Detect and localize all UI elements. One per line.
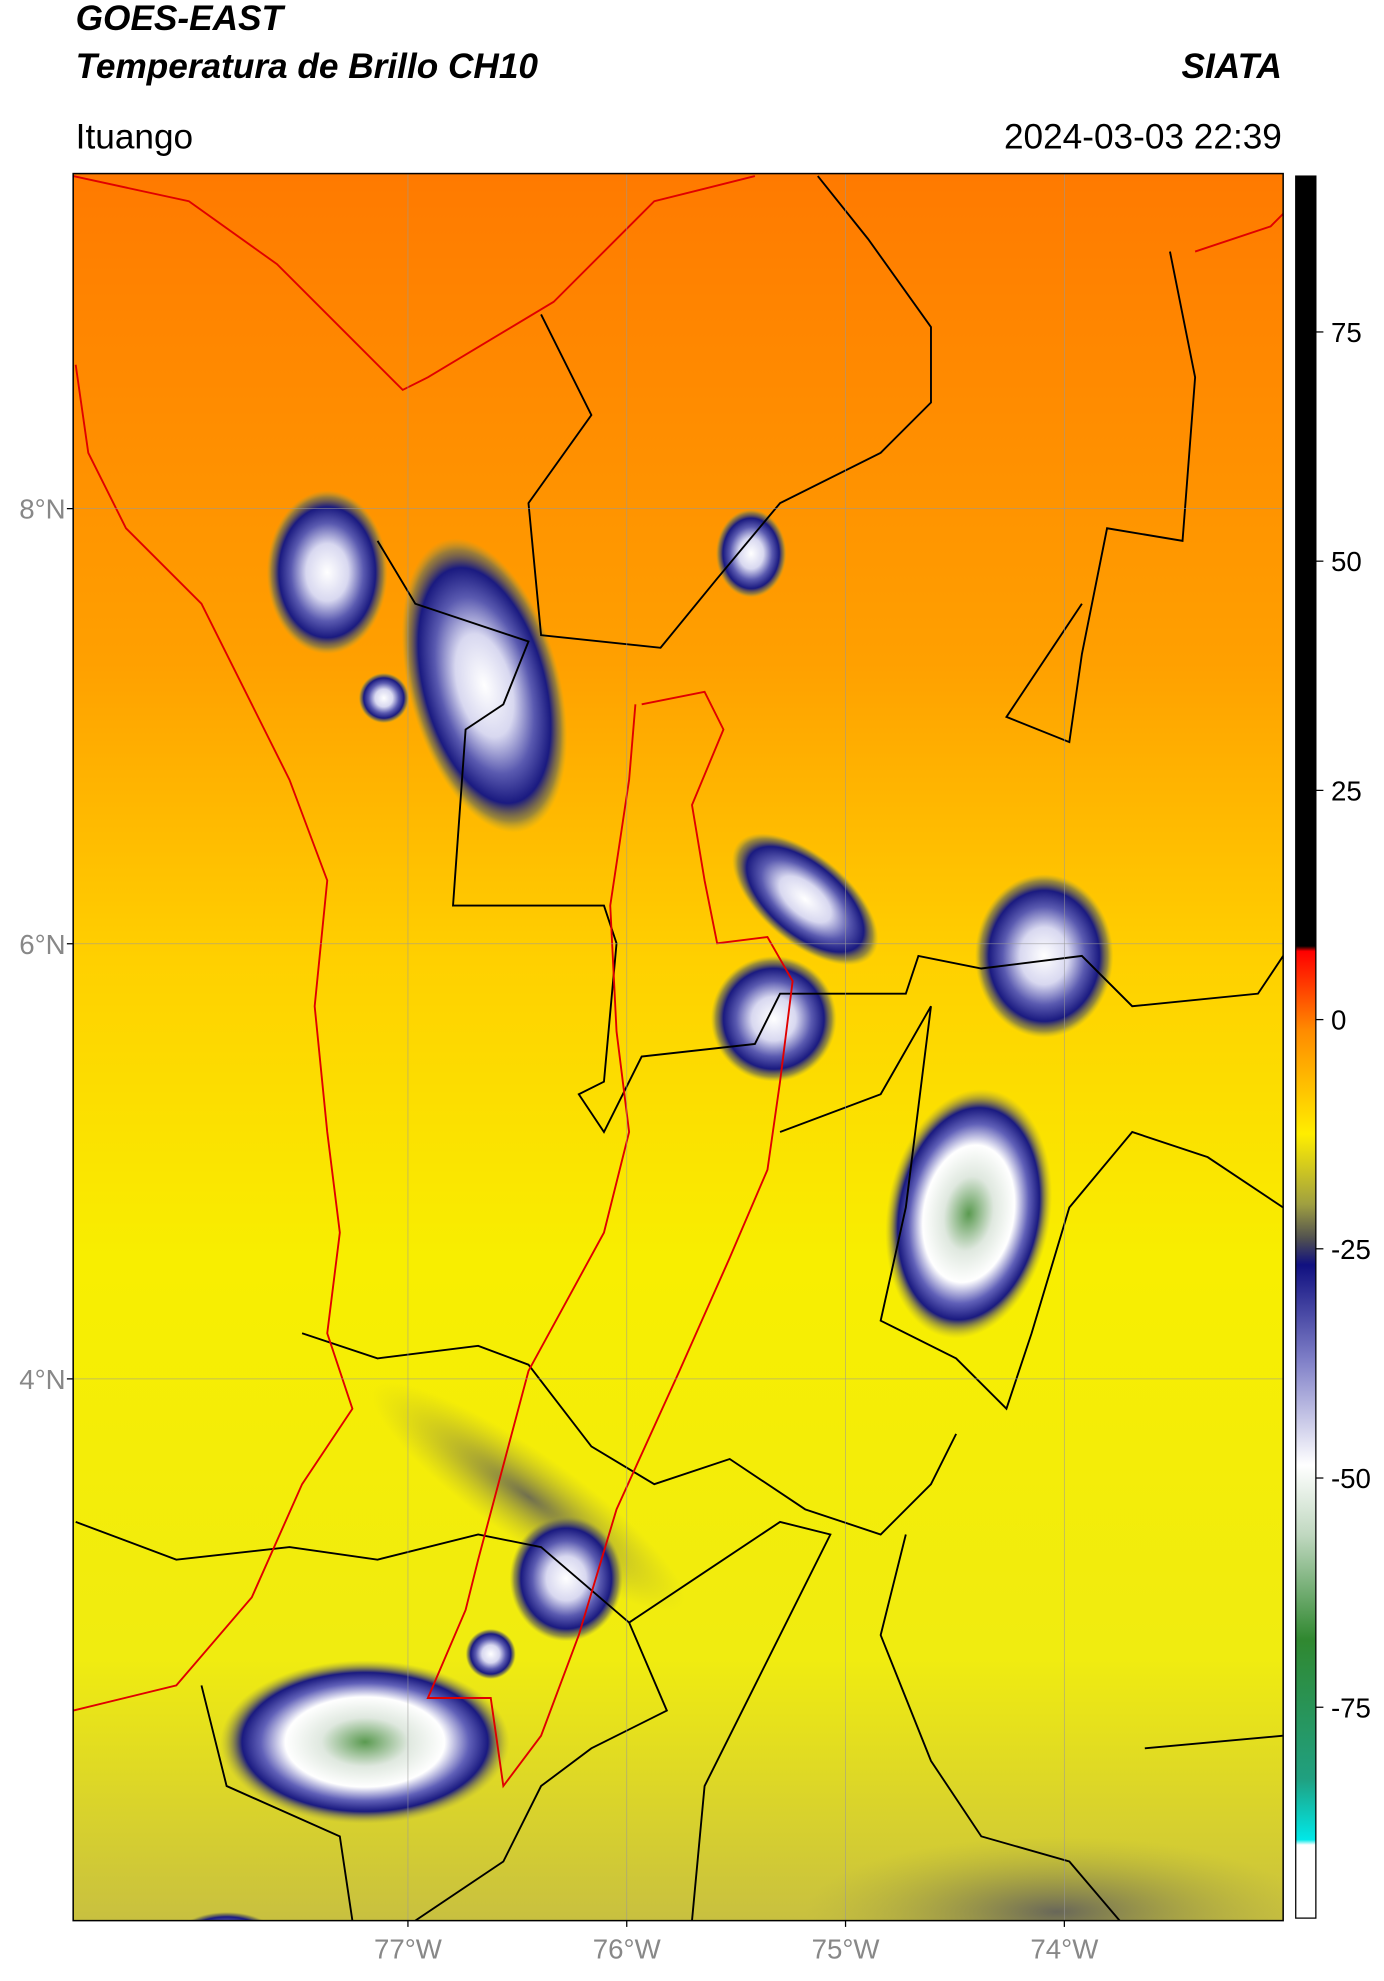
cloud-haze: [805, 1836, 1284, 1921]
cloud: [465, 1628, 516, 1680]
title: GOES-EAST: [76, 0, 286, 38]
colorbar-tick-label: -50: [1331, 1463, 1371, 1494]
colorbar-tick-label: -75: [1331, 1692, 1371, 1723]
y-tick-label: 6°N: [19, 929, 65, 960]
borders: [75, 175, 1284, 1921]
colorbar: [1295, 175, 1317, 1919]
colorbar-tick-label: 0: [1331, 1005, 1346, 1036]
cloud: [732, 833, 879, 966]
border: [879, 1534, 1121, 1921]
x-tick-label: 75°W: [812, 1933, 881, 1964]
cloud: [220, 1660, 510, 1824]
colorbar-tick-label: -25: [1331, 1234, 1371, 1265]
border: [1005, 251, 1197, 744]
coast: [73, 175, 756, 392]
graticule: [73, 173, 1284, 1921]
cloud: [975, 874, 1114, 1038]
cloud: [358, 672, 409, 724]
border: [527, 175, 932, 649]
x-tick-label: 76°W: [593, 1933, 662, 1964]
border: [75, 1521, 669, 1921]
source: SIATA: [1182, 47, 1282, 86]
coast: [1194, 213, 1284, 253]
cloud: [885, 1089, 1053, 1339]
cloud: [509, 1515, 623, 1642]
cloud: [710, 955, 837, 1082]
colorbar-tick-label: 75: [1331, 317, 1362, 348]
department-boundary: [426, 690, 794, 1789]
x-tick-label: 77°W: [374, 1933, 443, 1964]
map-image: [73, 173, 1284, 1921]
border: [301, 1332, 957, 1536]
subtitle: Temperatura de Brillo CH10: [76, 47, 539, 86]
colorbar-tick-label: 50: [1331, 546, 1362, 577]
border: [200, 1685, 354, 1921]
y-tick-label: 8°N: [19, 494, 65, 525]
map-background: [73, 173, 1284, 1921]
border: [1144, 1734, 1284, 1750]
coast: [73, 364, 354, 1712]
border: [376, 540, 1284, 1134]
timestamp: 2024-03-03 22:39: [1004, 117, 1282, 156]
region: Ituango: [76, 117, 193, 156]
colorbar-tick-label: 25: [1331, 775, 1362, 806]
map-frame: [72, 172, 1284, 1922]
border: [779, 1005, 1284, 1411]
border: [628, 1520, 832, 1921]
cloud: [266, 490, 388, 655]
cloud: [188, 1911, 265, 1921]
cloud: [715, 509, 787, 598]
cloud: [401, 538, 568, 833]
x-tick-label: 74°W: [1030, 1933, 1099, 1964]
y-tick-label: 4°N: [19, 1364, 65, 1395]
coastline: [73, 175, 1284, 1789]
